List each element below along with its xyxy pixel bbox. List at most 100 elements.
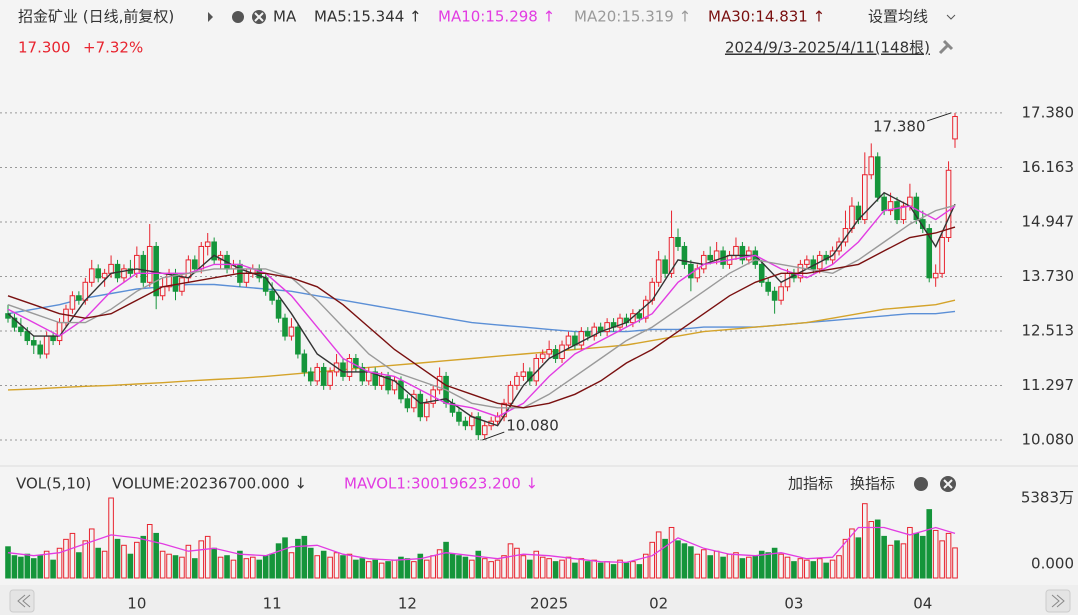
add-indicator[interactable]: 加指标 bbox=[788, 475, 833, 493]
candle-body bbox=[88, 268, 95, 283]
volume-bar bbox=[88, 528, 95, 579]
volume-bar bbox=[636, 564, 643, 579]
volume-bar bbox=[398, 556, 404, 579]
indicator-close-x bbox=[943, 479, 953, 489]
candle-body bbox=[707, 254, 713, 261]
pin-icon[interactable] bbox=[938, 39, 954, 55]
scroll-left[interactable] bbox=[9, 589, 35, 613]
candle-body bbox=[591, 326, 598, 337]
candle-body bbox=[765, 281, 771, 292]
candle-body bbox=[539, 353, 546, 359]
candle-body bbox=[862, 174, 868, 221]
volume-bar bbox=[797, 558, 804, 579]
volume-bar bbox=[346, 553, 353, 579]
candle-body bbox=[475, 416, 482, 436]
candle-body bbox=[301, 353, 308, 373]
price-change: +7.32% bbox=[83, 39, 143, 57]
volume-bar bbox=[849, 528, 855, 579]
volume-bar bbox=[565, 556, 572, 579]
volume-tick-label: 0.000 bbox=[1031, 555, 1074, 573]
volume-bar bbox=[121, 544, 127, 579]
candle-body bbox=[30, 340, 37, 346]
volume-bar bbox=[630, 561, 636, 579]
x-tick-label: 02 bbox=[649, 595, 668, 613]
candle-body bbox=[372, 371, 379, 386]
volume-bar bbox=[314, 555, 321, 579]
volume-bar bbox=[56, 547, 63, 579]
settings-icon[interactable] bbox=[232, 11, 244, 23]
volume-bar bbox=[481, 558, 488, 579]
volume-bar bbox=[250, 556, 256, 579]
volume-bar bbox=[746, 556, 752, 579]
candle-body bbox=[926, 228, 933, 279]
candle-body bbox=[327, 371, 333, 386]
ma-label: MA bbox=[273, 8, 297, 26]
volume-bar bbox=[327, 556, 333, 579]
scroll-right[interactable] bbox=[1045, 589, 1071, 613]
volume-bar bbox=[18, 556, 24, 579]
volume-bar bbox=[488, 561, 494, 579]
candle-body bbox=[604, 322, 610, 333]
volume-bar bbox=[572, 562, 578, 579]
volume-bar bbox=[262, 555, 269, 579]
indicator-settings[interactable] bbox=[914, 477, 928, 491]
volume-bar bbox=[50, 559, 56, 579]
scroll-left-icon bbox=[17, 594, 31, 608]
dropdown-arrow bbox=[946, 14, 956, 20]
candle-body bbox=[134, 254, 140, 274]
volume-bar bbox=[288, 552, 295, 579]
volume-bar bbox=[494, 559, 501, 579]
volume-bar bbox=[739, 558, 746, 579]
candle-body bbox=[307, 371, 314, 382]
scroll-right-icon bbox=[1051, 594, 1065, 608]
candle-body bbox=[469, 416, 475, 427]
ma-line bbox=[7, 191, 956, 427]
volume-bar bbox=[320, 550, 327, 579]
volume-bar bbox=[507, 543, 514, 579]
volume-bar bbox=[816, 558, 823, 579]
volume-bar bbox=[713, 550, 720, 579]
candle-body bbox=[153, 245, 159, 297]
candle-body bbox=[359, 366, 366, 382]
volume-bar bbox=[469, 559, 475, 579]
candle-body bbox=[456, 411, 462, 422]
ma-legend: MA20:15.319 ↑ bbox=[574, 8, 691, 26]
volume-bar bbox=[404, 558, 411, 579]
ma-setting[interactable]: 设置均线 bbox=[868, 8, 928, 26]
volume-bar bbox=[546, 558, 552, 579]
volume-bar bbox=[353, 559, 359, 579]
volume-bar bbox=[243, 558, 250, 579]
volume-bar bbox=[269, 553, 275, 579]
volume-bar bbox=[907, 526, 913, 579]
long-ma-line bbox=[7, 299, 956, 391]
candle-body bbox=[423, 402, 430, 418]
volume-bar bbox=[436, 549, 443, 579]
switch-indicator[interactable]: 换指标 bbox=[850, 475, 895, 493]
volume-bar bbox=[340, 555, 346, 579]
volume-bar bbox=[533, 550, 540, 579]
volume-bar bbox=[668, 526, 675, 579]
candle-body bbox=[179, 277, 185, 292]
volume-bar bbox=[501, 555, 507, 579]
candle-body bbox=[462, 420, 469, 427]
volume-bar bbox=[900, 543, 907, 579]
y-tick-label: 16.163 bbox=[1022, 158, 1075, 176]
volume-bar bbox=[449, 553, 456, 579]
volume-bar bbox=[829, 559, 836, 579]
candle-body bbox=[417, 393, 424, 418]
candle-body bbox=[378, 375, 385, 386]
candle-body bbox=[952, 116, 958, 140]
candle-body bbox=[108, 263, 114, 274]
candle-body bbox=[700, 254, 707, 270]
volume-bar bbox=[758, 550, 765, 579]
volume-bar bbox=[913, 532, 920, 579]
candle-body bbox=[900, 205, 907, 221]
volume-bar bbox=[823, 562, 829, 579]
volume-bar bbox=[642, 553, 649, 579]
volume-bar bbox=[765, 552, 771, 579]
volume-bar bbox=[301, 535, 308, 579]
volume-bar bbox=[784, 556, 791, 579]
candle-body bbox=[185, 259, 192, 279]
expand-arrow[interactable] bbox=[208, 12, 213, 22]
volume-bar bbox=[617, 559, 623, 579]
